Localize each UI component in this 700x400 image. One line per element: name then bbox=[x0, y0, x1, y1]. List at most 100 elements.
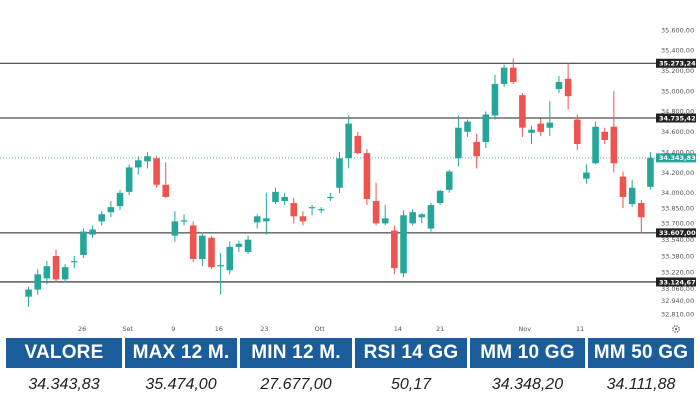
candle-body bbox=[637, 203, 645, 218]
candle-body bbox=[89, 229, 96, 235]
candle-body bbox=[153, 158, 160, 185]
y-tick-label: 33.540,00 bbox=[661, 236, 694, 244]
candle-body bbox=[116, 192, 124, 207]
candle-body bbox=[199, 235, 206, 260]
price-chart[interactable]: 35.600,00 35.400,00 35.200,00 35.000,00 34.8… bbox=[0, 0, 700, 338]
stat-header: RSI 14 GG bbox=[355, 338, 467, 368]
candle-body bbox=[491, 83, 499, 116]
stat-header: MIN 12 M. bbox=[240, 338, 352, 368]
candle-body bbox=[573, 119, 581, 145]
gear-icon[interactable] bbox=[672, 325, 680, 333]
stat-mm-50gg: MM 50 GG 34.111,88 bbox=[588, 338, 694, 400]
stats-table: VALORE 34.343,83 MAX 12 M. 35.474,00 MIN… bbox=[6, 338, 694, 400]
candle-body bbox=[34, 274, 42, 290]
candle-body bbox=[71, 261, 78, 263]
stat-min-12m: MIN 12 M. 27.677,00 bbox=[240, 338, 352, 400]
y-tick-label: 33.380,00 bbox=[661, 252, 694, 260]
level-tag-label: 35.273,24 bbox=[659, 60, 696, 68]
stat-value: 27.677,00 bbox=[260, 376, 332, 393]
candle-body bbox=[427, 205, 435, 229]
stat-value: 35.474,00 bbox=[145, 376, 217, 393]
candle-body bbox=[583, 172, 590, 179]
last-price-label: 34.343,83 bbox=[659, 154, 696, 162]
y-tick-label: 33.700,00 bbox=[661, 220, 694, 228]
level-tag-label: 33.607,00 bbox=[659, 229, 696, 237]
level-tag bbox=[656, 277, 696, 287]
x-tick-label: 23 bbox=[260, 325, 268, 333]
x-tick-label: 9 bbox=[171, 325, 175, 333]
x-tick-label: Ott bbox=[315, 325, 326, 333]
candle-body bbox=[610, 126, 618, 164]
candle-body bbox=[592, 126, 599, 164]
y-tick-label: 33.060,00 bbox=[661, 285, 694, 293]
level-tag bbox=[656, 113, 696, 123]
level-tag bbox=[656, 228, 696, 238]
y-tick-label: 35.400,00 bbox=[661, 47, 694, 55]
candle-body bbox=[647, 157, 654, 187]
candle-body bbox=[43, 266, 51, 279]
candle-body bbox=[25, 289, 32, 297]
candle-body bbox=[244, 239, 252, 252]
x-tick-label: 11 bbox=[576, 325, 584, 333]
candle-body bbox=[345, 123, 352, 159]
candle-body bbox=[363, 153, 371, 199]
candlestick-chart-svg[interactable]: 35.600,00 35.400,00 35.200,00 35.000,00 34.8… bbox=[0, 0, 700, 338]
stat-value: 50,17 bbox=[390, 376, 432, 393]
candle-body bbox=[445, 171, 453, 190]
candle-body bbox=[473, 141, 480, 157]
candle-body bbox=[537, 123, 544, 132]
level-tag bbox=[656, 58, 696, 68]
y-tick-label: 35.600,00 bbox=[661, 26, 694, 34]
candle-body bbox=[354, 135, 362, 154]
candle-body bbox=[217, 265, 224, 267]
candle-body bbox=[52, 255, 60, 280]
y-tick-label: 33.850,00 bbox=[661, 204, 694, 212]
candle-body bbox=[436, 190, 444, 204]
candle-body bbox=[80, 231, 87, 255]
stat-rsi-14gg: RSI 14 GG 50,17 bbox=[355, 338, 467, 400]
candle-body bbox=[500, 67, 508, 84]
candle-body bbox=[135, 160, 142, 168]
x-tick-label: 26 bbox=[78, 325, 86, 333]
y-tick-label: 34.000,00 bbox=[661, 189, 694, 197]
candle-body bbox=[327, 196, 334, 199]
candle-body bbox=[409, 212, 416, 224]
y-tick-label: 35.000,00 bbox=[661, 87, 694, 95]
candle-body bbox=[144, 156, 151, 162]
candle-body bbox=[125, 167, 133, 192]
level-tag-label: 33.124,67 bbox=[659, 278, 696, 286]
candle-body bbox=[189, 225, 197, 260]
candle-body bbox=[418, 214, 426, 218]
candle-body bbox=[308, 207, 316, 209]
stat-header: MM 50 GG bbox=[588, 338, 694, 368]
x-tick-label: Nov bbox=[518, 325, 531, 333]
x-tick-label: Set bbox=[122, 325, 133, 333]
candle-body bbox=[564, 78, 572, 97]
stat-header: MM 10 GG bbox=[470, 338, 585, 368]
level-tag-label: 34.735,42 bbox=[659, 114, 696, 122]
candle-body bbox=[400, 215, 407, 274]
stat-header: MAX 12 M. bbox=[125, 338, 237, 368]
candle-body bbox=[601, 131, 608, 140]
candle-body bbox=[528, 129, 535, 133]
y-tick-label: 33.220,00 bbox=[661, 269, 694, 277]
candle-body bbox=[628, 187, 636, 205]
candle-body bbox=[235, 243, 243, 247]
stat-header: VALORE bbox=[6, 338, 122, 368]
candle-body bbox=[519, 95, 526, 128]
candle-body bbox=[180, 220, 188, 222]
candle-body bbox=[317, 209, 325, 211]
candle-body bbox=[372, 201, 380, 224]
candle-body bbox=[263, 218, 270, 222]
y-tick-label: 34.200,00 bbox=[661, 169, 694, 177]
candle-body bbox=[381, 218, 389, 224]
candle-body bbox=[226, 246, 234, 271]
candle-body bbox=[253, 216, 261, 223]
candle-body bbox=[61, 267, 69, 280]
candle-body bbox=[509, 67, 517, 82]
candle-body bbox=[555, 81, 563, 90]
last-price-tag bbox=[656, 153, 696, 163]
y-tick-label: 34.400,00 bbox=[661, 148, 694, 156]
candle-body bbox=[290, 203, 298, 217]
y-tick-label: 34.800,00 bbox=[661, 108, 694, 116]
